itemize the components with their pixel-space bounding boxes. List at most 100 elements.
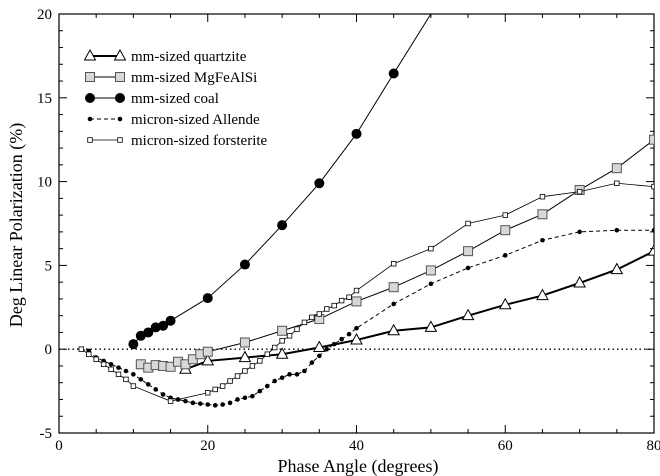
legend-label: mm-sized quartzite bbox=[131, 49, 247, 65]
data-point bbox=[264, 351, 270, 357]
data-point bbox=[242, 395, 248, 401]
data-point bbox=[86, 351, 92, 357]
data-point bbox=[287, 372, 292, 377]
data-point bbox=[346, 331, 352, 337]
y-tick-label: 5 bbox=[45, 258, 53, 274]
data-point bbox=[227, 400, 233, 406]
data-point bbox=[425, 265, 436, 276]
data-point bbox=[271, 344, 278, 351]
data-point bbox=[302, 368, 307, 374]
x-tick-label: 20 bbox=[200, 438, 215, 454]
data-point bbox=[331, 341, 337, 347]
data-point bbox=[614, 227, 620, 233]
data-point bbox=[354, 325, 359, 331]
data-point bbox=[537, 209, 548, 220]
data-point bbox=[309, 360, 315, 365]
data-point bbox=[100, 361, 107, 367]
series-3 bbox=[128, 14, 432, 350]
data-point bbox=[93, 356, 99, 362]
series-line bbox=[185, 250, 654, 371]
x-tick-label: 0 bbox=[55, 438, 63, 454]
data-point bbox=[428, 245, 434, 252]
data-point bbox=[351, 296, 362, 307]
data-point bbox=[78, 346, 85, 352]
series-4 bbox=[79, 227, 654, 408]
data-point bbox=[294, 372, 300, 377]
data-point bbox=[190, 400, 196, 406]
data-point bbox=[651, 183, 654, 190]
data-point bbox=[113, 48, 127, 61]
legend-label: mm-sized coal bbox=[131, 91, 219, 107]
data-point bbox=[649, 134, 654, 145]
data-point bbox=[573, 275, 586, 288]
data-point bbox=[324, 306, 330, 312]
data-point bbox=[212, 386, 218, 393]
data-point bbox=[502, 212, 508, 218]
legend-label: micron-sized forsterite bbox=[131, 133, 268, 149]
data-point bbox=[201, 353, 215, 366]
data-point bbox=[540, 237, 545, 243]
data-point bbox=[128, 339, 139, 350]
data-point bbox=[87, 137, 93, 143]
data-point bbox=[227, 378, 233, 384]
data-point bbox=[647, 244, 654, 256]
data-point bbox=[351, 128, 362, 139]
legend-entry-3: mm-sized coal bbox=[85, 91, 219, 107]
data-point bbox=[257, 358, 263, 364]
data-point bbox=[539, 193, 546, 200]
data-point bbox=[312, 340, 326, 353]
data-point bbox=[286, 333, 293, 339]
data-point bbox=[465, 265, 471, 271]
data-point bbox=[198, 401, 203, 406]
data-point bbox=[317, 353, 322, 359]
y-tick-label: 15 bbox=[37, 91, 52, 107]
data-point bbox=[145, 382, 151, 387]
data-point bbox=[264, 383, 270, 389]
data-point bbox=[242, 368, 248, 374]
legend-entry-2: mm-sized MgFeAlSi bbox=[85, 70, 257, 86]
data-point bbox=[610, 262, 624, 275]
data-point bbox=[180, 359, 191, 370]
data-point bbox=[130, 383, 137, 389]
data-point bbox=[536, 288, 549, 301]
data-point bbox=[428, 281, 434, 287]
series-line bbox=[81, 229, 654, 406]
data-point bbox=[279, 338, 285, 344]
data-point bbox=[219, 383, 226, 389]
data-point bbox=[249, 363, 256, 369]
data-point bbox=[279, 375, 285, 380]
x-tick-label: 40 bbox=[349, 438, 364, 454]
data-point bbox=[316, 311, 323, 317]
data-point bbox=[115, 72, 125, 82]
data-point bbox=[117, 137, 123, 143]
data-point bbox=[234, 373, 241, 379]
data-point bbox=[138, 377, 144, 382]
data-point bbox=[115, 371, 122, 378]
data-point bbox=[294, 326, 300, 332]
data-point bbox=[220, 402, 225, 407]
data-point bbox=[502, 253, 508, 258]
data-point bbox=[83, 48, 97, 61]
data-point bbox=[461, 308, 475, 321]
data-point bbox=[205, 402, 211, 407]
y-tick-label: -5 bbox=[40, 426, 53, 442]
data-point bbox=[614, 180, 620, 186]
data-point bbox=[611, 163, 622, 174]
series-5 bbox=[78, 180, 654, 404]
data-point bbox=[202, 293, 213, 304]
data-point bbox=[353, 287, 360, 294]
y-axis-title: Deg Linear Polarization (%) bbox=[6, 123, 27, 327]
y-tick-label: 0 bbox=[45, 342, 53, 358]
data-point bbox=[309, 314, 315, 321]
data-point bbox=[167, 398, 174, 404]
data-point bbox=[150, 322, 161, 333]
legend-entry-5: micron-sized forsterite bbox=[87, 133, 268, 149]
data-point bbox=[301, 319, 308, 326]
data-point bbox=[277, 325, 288, 336]
data-point bbox=[339, 336, 344, 342]
data-point bbox=[275, 347, 289, 359]
series-1 bbox=[179, 244, 654, 374]
data-point bbox=[135, 330, 146, 341]
